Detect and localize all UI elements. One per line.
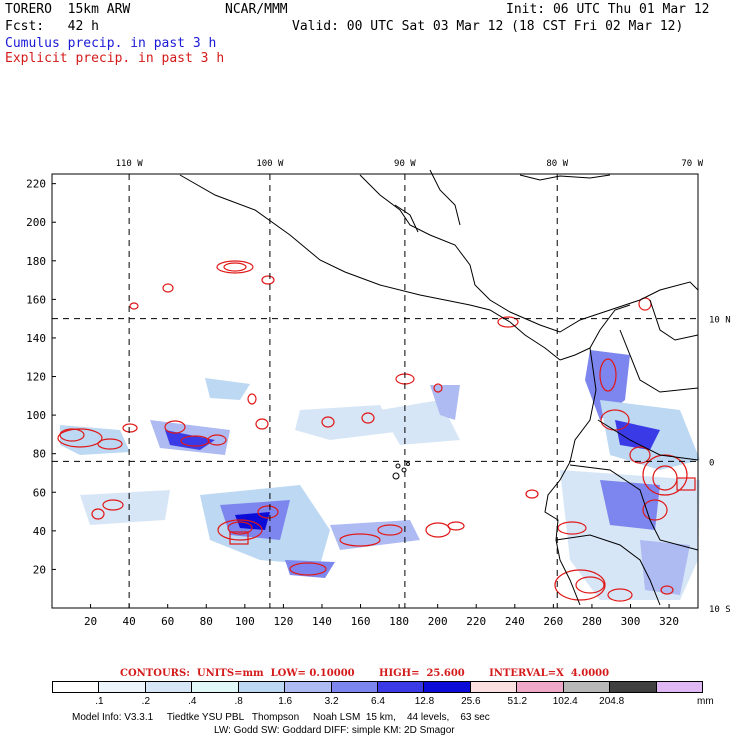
org-label: NCAR/MMM (225, 2, 288, 17)
legend-label: .4 (188, 696, 197, 707)
legend-label: 3.2 (324, 696, 339, 707)
axes: 220 200 180 160 140 120 100 80 60 40 20 20 40 60 80 100… (26, 159, 731, 628)
y-tick-label: 120 (26, 371, 46, 384)
legend-swatch (284, 681, 332, 693)
lon-label: 70 W (681, 159, 703, 169)
field-explicit-title: Explicit precip. in past 3 h (5, 51, 225, 66)
x-tick-label: 300 (621, 615, 641, 628)
legend-swatch (469, 681, 518, 693)
x-tick-label: 220 (466, 615, 486, 628)
valid-time: Valid: 00 UTC Sat 03 Mar 12 (18 CST Fri … (292, 19, 684, 34)
legend-swatch (609, 681, 657, 693)
legend-swatch (423, 681, 471, 693)
legend-swatch (144, 681, 193, 693)
x-tick-label: 260 (543, 615, 563, 628)
x-tick-label: 320 (659, 615, 679, 628)
forecast-hour: Fcst: 42 h (5, 19, 99, 34)
legend-swatch (562, 681, 611, 693)
lon-label: 110 W (116, 159, 144, 169)
x-tick-label: 40 (123, 615, 136, 628)
init-time: Init: 06 UTC Thu 01 Mar 12 (506, 2, 710, 17)
y-tick-label: 220 (26, 178, 46, 191)
precip-map: 220 200 180 160 140 120 100 80 60 40 20 20 40 60 80 100… (26, 159, 731, 628)
x-tick-label: 240 (505, 615, 525, 628)
legend-swatch (237, 681, 286, 693)
lat-label: 0 (709, 458, 714, 468)
field-cumulus-title: Cumulus precip. in past 3 h (5, 36, 217, 51)
x-tick-label: 200 (428, 615, 448, 628)
lat-label: 10 S (709, 605, 731, 615)
x-tick-label: 160 (351, 615, 371, 628)
legend-label: 6.4 (371, 696, 385, 707)
coastlines (179, 169, 699, 606)
x-tick-label: 60 (161, 615, 174, 628)
legend-unit: mm (697, 696, 714, 707)
x-tick-label: 180 (389, 615, 409, 628)
x-tick-label: 80 (200, 615, 213, 628)
y-tick-label: 80 (33, 448, 46, 461)
y-tick-label: 60 (33, 486, 46, 499)
x-tick-label: 280 (582, 615, 602, 628)
x-tick-label: 100 (235, 615, 255, 628)
y-tick-label: 100 (26, 409, 46, 422)
x-tick-label: 140 (312, 615, 332, 628)
explicit-precip-contours (57, 260, 696, 602)
legend-label: .8 (234, 696, 243, 707)
y-tick-label: 200 (26, 216, 46, 229)
model-info-line2: LW: Godd SW: Goddard DIFF: simple KM: 2D… (214, 725, 455, 736)
contour-info: CONTOURS: UNITS=mm LOW= 0.10000 HIGH= 25… (120, 668, 610, 679)
y-tick-label: 160 (26, 293, 46, 306)
legend-swatch (377, 681, 425, 693)
y-tick-label: 180 (26, 255, 46, 268)
map-frame (51, 173, 699, 609)
legend-swatch (330, 681, 378, 693)
legend-swatch (516, 681, 564, 693)
lat-lon-grid (52, 174, 698, 608)
y-tick-label: 20 (33, 563, 46, 576)
legend-label: 25.6 (461, 696, 481, 707)
lon-label: 90 W (394, 159, 416, 169)
y-tick-label: 40 (33, 525, 46, 538)
cumulus-precip-areas (60, 350, 700, 600)
y-tick-label: 140 (26, 332, 46, 345)
model-title: TORERO 15km ARW (5, 2, 131, 17)
legend-label: 1.6 (278, 696, 293, 707)
model-info-line1: Model Info: V3.3.1 Tiedtke YSU PBL Thomp… (72, 712, 490, 723)
lon-label: 80 W (546, 159, 568, 169)
legend-label: 12.8 (414, 696, 435, 707)
lat-label: 10 N (709, 316, 731, 326)
legend-label: .1 (95, 696, 104, 707)
legend-label: 51.2 (507, 696, 528, 707)
legend-label: .2 (141, 696, 151, 707)
legend-label: 204.8 (599, 696, 625, 707)
lon-label: 100 W (256, 159, 284, 169)
legend-label: 102.4 (552, 696, 578, 707)
x-tick-label: 120 (273, 615, 293, 628)
x-tick-label: 20 (84, 615, 97, 628)
legend-swatch (52, 681, 100, 693)
legend-swatch (655, 681, 703, 693)
legend-swatch (191, 681, 239, 693)
legend-swatch (98, 681, 146, 693)
